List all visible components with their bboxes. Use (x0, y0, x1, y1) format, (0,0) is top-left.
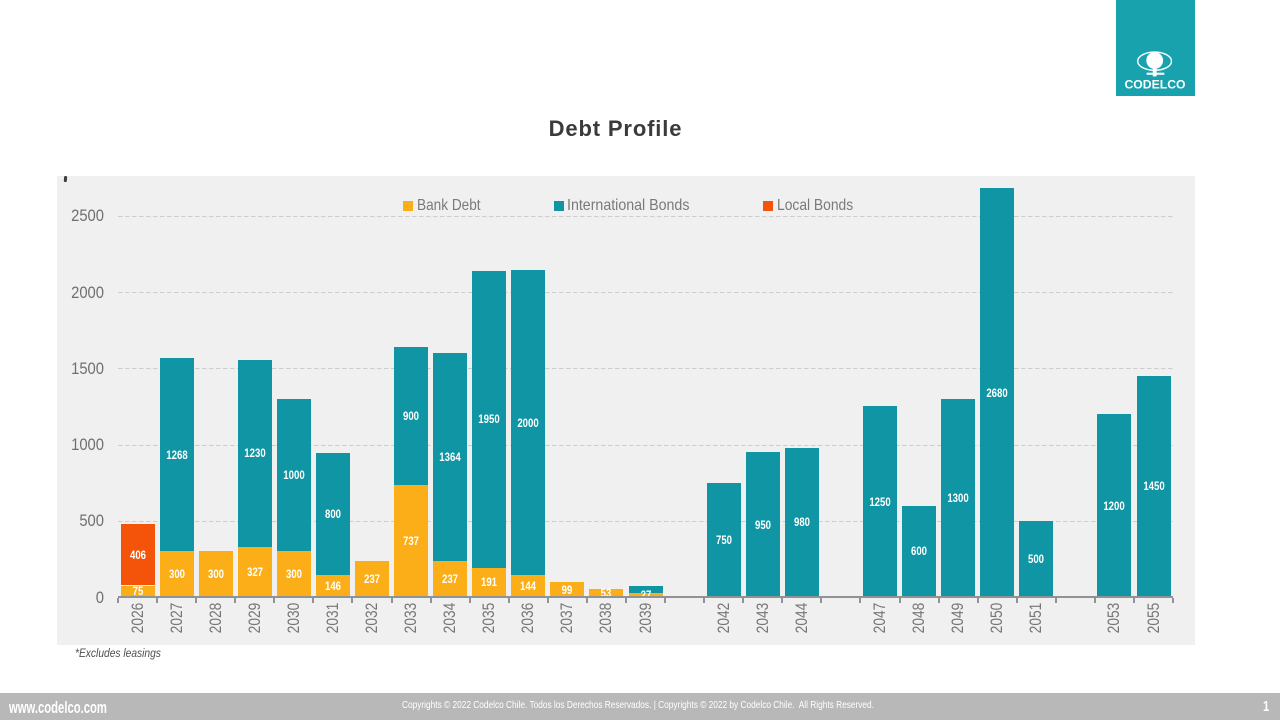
svg-text:CODELCO: CODELCO (1125, 78, 1186, 92)
